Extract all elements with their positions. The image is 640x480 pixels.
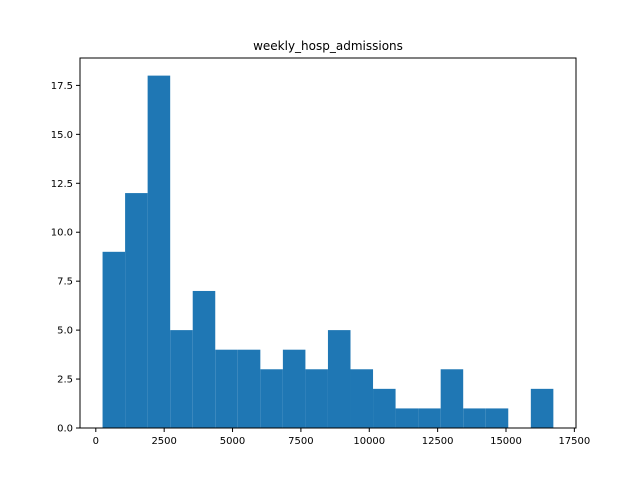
x-tick-label: 7500 bbox=[288, 436, 313, 447]
x-tick-label: 15000 bbox=[490, 436, 522, 447]
y-tick-label: 15.0 bbox=[51, 130, 73, 141]
histogram-bar bbox=[485, 408, 509, 428]
x-tick-label: 10000 bbox=[353, 436, 385, 447]
histogram-bar bbox=[463, 408, 486, 428]
histogram-bar bbox=[147, 75, 171, 428]
y-tick-label: 5.0 bbox=[57, 326, 73, 337]
histogram-bar bbox=[260, 369, 283, 428]
x-tick-label: 2500 bbox=[151, 436, 176, 447]
x-tick-label: 5000 bbox=[220, 436, 245, 447]
histogram-bar bbox=[395, 408, 419, 428]
histogram-bar bbox=[327, 330, 351, 428]
histogram-bar bbox=[305, 369, 328, 428]
histogram-bar bbox=[418, 408, 441, 428]
x-tick-label: 0 bbox=[93, 436, 99, 447]
histogram-bar bbox=[440, 369, 464, 428]
chart-title: weekly_hosp_admissions bbox=[253, 39, 403, 53]
histogram-bar bbox=[125, 193, 148, 428]
y-axis: 0.0 2.5 5.0 7.5 10.0 12.5 15.0 17.5 bbox=[51, 81, 80, 435]
histogram-bar bbox=[192, 290, 216, 428]
histogram-bar bbox=[373, 388, 396, 428]
histogram-bar bbox=[282, 349, 306, 428]
plot-frame bbox=[79, 57, 577, 429]
histogram-bar bbox=[215, 349, 238, 428]
x-axis: 0 2500 5000 7500 10000 12500 15000 17500 bbox=[93, 428, 590, 447]
y-tick-label: 10.0 bbox=[51, 228, 73, 239]
y-tick-label: 17.5 bbox=[51, 81, 73, 92]
histogram-bar bbox=[170, 330, 193, 428]
histogram-bar bbox=[237, 349, 261, 428]
y-tick-label: 12.5 bbox=[51, 179, 73, 190]
x-tick-label: 12500 bbox=[422, 436, 454, 447]
bars-group bbox=[102, 75, 554, 428]
y-tick-label: 2.5 bbox=[57, 375, 73, 386]
histogram-bar bbox=[102, 251, 126, 428]
y-tick-label: 0.0 bbox=[57, 424, 73, 435]
histogram-bar bbox=[530, 388, 554, 428]
y-tick-label: 7.5 bbox=[57, 277, 73, 288]
histogram-bar bbox=[350, 369, 374, 428]
x-tick-label: 17500 bbox=[558, 436, 590, 447]
